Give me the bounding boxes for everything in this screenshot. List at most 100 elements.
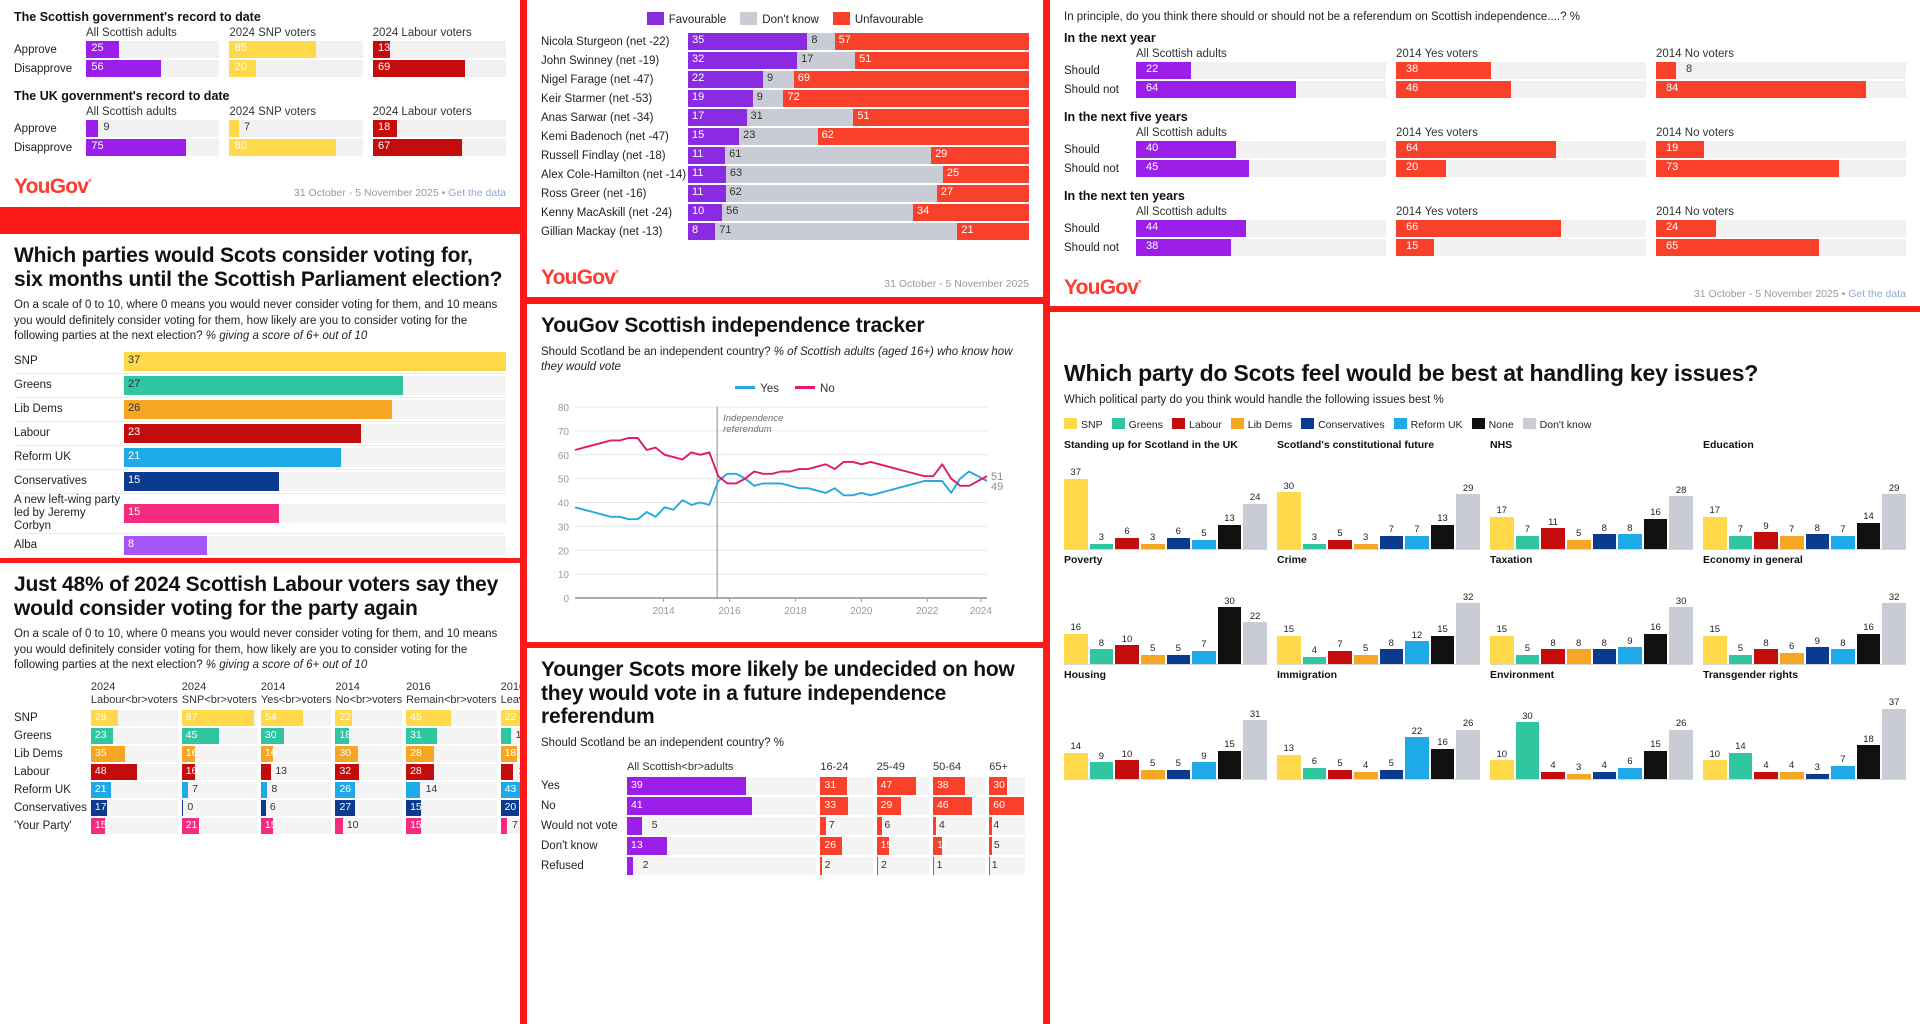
table-cell: 21: [181, 817, 261, 835]
issue-title: Crime: [1277, 554, 1307, 567]
bar-value: 20: [1406, 161, 1419, 174]
value-bar: 9: [86, 120, 220, 137]
svg-text:10: 10: [558, 570, 570, 581]
cell-value: 15: [410, 800, 422, 813]
table-cell: 30: [989, 776, 1029, 796]
table-cell: 45: [181, 727, 261, 745]
bar-rect: [1140, 654, 1165, 665]
segment-value: 35: [692, 34, 705, 46]
labour48-table: 2024 Labour<br>voters 2024 SNP<br>voters 2…: [14, 681, 520, 835]
issue-bars: 15 4 7 5 8 12 15 32: [1277, 579, 1480, 666]
table-cell: 16: [181, 763, 261, 781]
bar-rect: [1277, 635, 1301, 665]
bar-value: 18: [377, 121, 391, 133]
cell-bar: 20: [500, 799, 520, 816]
legend-swatch: [1393, 418, 1407, 430]
segment-value: 72: [787, 91, 800, 103]
cell-bar: 7: [181, 781, 257, 798]
bar-value: 7: [1414, 524, 1420, 536]
get-the-data-link[interactable]: Get the data: [448, 187, 506, 199]
bar-value: 12: [1411, 629, 1423, 641]
issue-title: Transgender rights: [1703, 669, 1799, 682]
party-label: Greens: [14, 379, 52, 392]
table-cell: 20: [500, 799, 520, 817]
svg-text:50: 50: [558, 475, 570, 486]
stacked-bar: 19 9 72: [688, 90, 1029, 107]
svg-text:2016: 2016: [718, 606, 741, 617]
issue-bar-column: 13: [1277, 694, 1301, 780]
cell-value: 28: [410, 746, 422, 759]
labour48-subtitle: On a scale of 0 to 10, where 0 means you…: [14, 628, 498, 671]
favourable-segment: 22: [688, 71, 764, 88]
bar-rect: [1089, 649, 1114, 665]
row-label: Should not: [1064, 162, 1119, 175]
row-label: Reform UK: [14, 783, 71, 796]
issue-bar-column: 37: [1882, 694, 1906, 780]
bar-rect: [1882, 603, 1906, 665]
bar-rect: [1831, 535, 1855, 550]
bar-rect: [1592, 771, 1617, 780]
cell-bar: 54: [260, 709, 332, 726]
favourable-segment: 15: [688, 128, 740, 145]
bar-value: 16: [1650, 507, 1661, 519]
cell-bar: 31: [406, 727, 497, 744]
issue-panel: Transgender rights 10 14 4 4 3 7 18 37: [1703, 669, 1906, 781]
value-bar: 45: [1136, 160, 1386, 178]
dontknow-segment: 23: [739, 128, 818, 145]
issue-bar-column: 6: [1115, 464, 1139, 550]
segment-value: 9: [756, 91, 763, 103]
cell-bar: 35: [90, 745, 178, 762]
table-cell: 7: [820, 816, 876, 836]
record-section: The UK government's record to date All Sc…: [14, 89, 506, 156]
table-cell: 13: [627, 836, 820, 856]
cell-bar: 60: [989, 797, 1025, 816]
bar-value: 10: [1496, 748, 1508, 760]
cell-value: 31: [824, 779, 837, 792]
value-bar: 75: [86, 139, 220, 156]
politician-name: Ross Greer (net -16): [541, 187, 647, 200]
segment-value: 11: [692, 186, 704, 198]
get-the-data-link[interactable]: Get the data: [1848, 288, 1906, 300]
issue-bar-column: 5: [1192, 464, 1216, 550]
value-bar: 69: [372, 60, 506, 77]
bar-rect: [1115, 537, 1139, 550]
cell-value: 15: [264, 818, 277, 831]
row-label: Greens: [14, 729, 52, 742]
table-column-header: 16-24: [820, 761, 849, 774]
cell-value: 28: [94, 710, 107, 723]
segment-value: 62: [729, 186, 742, 198]
bar-rect: [1353, 654, 1378, 665]
legend-line: [795, 386, 816, 390]
bar-value: 16: [1070, 622, 1082, 634]
row-label: No: [541, 800, 556, 813]
legend-item: No: [795, 383, 835, 395]
issue-bar-column: 6: [1166, 464, 1191, 550]
bar-value: 29: [1888, 482, 1900, 494]
legend-swatch: [1111, 418, 1125, 430]
issue-bar-column: 3: [1089, 464, 1114, 550]
issue-bar-column: 16: [1643, 464, 1668, 550]
svg-text:2014: 2014: [652, 606, 675, 617]
yougov-footer-timing: YouGov° 31 October - 5 November 2025 • G…: [1064, 276, 1906, 300]
bar-value: 24: [1249, 492, 1261, 504]
legend-item: Reform UK: [1393, 418, 1463, 431]
issue-panel: Environment 10 30 4 3 4 6 15 26: [1490, 669, 1693, 781]
bar-value: 26: [1462, 718, 1474, 730]
bar-value: 15: [1709, 624, 1721, 636]
table-cell: 38: [932, 776, 989, 796]
column-header: 2014 No voters: [1656, 206, 1734, 219]
bar-value: 9: [1627, 635, 1633, 647]
issue-bar-column: 22: [1405, 694, 1429, 780]
svg-text:2022: 2022: [916, 606, 939, 617]
table-cell: 26: [820, 836, 876, 856]
issue-bar-column: 16: [1643, 579, 1668, 665]
bar-rect: [1566, 539, 1591, 550]
issue-bar-column: 16: [1064, 579, 1088, 665]
value-bar: 65: [229, 41, 363, 58]
cell-bar: 11: [500, 727, 520, 744]
stacked-bar: 8 71 21: [688, 223, 1029, 240]
issue-bar-column: 17: [1703, 464, 1727, 550]
bar-value: 13: [377, 42, 391, 54]
politician-name: Anas Sarwar (net -34): [541, 111, 654, 124]
bar-value: 38: [1406, 63, 1419, 76]
